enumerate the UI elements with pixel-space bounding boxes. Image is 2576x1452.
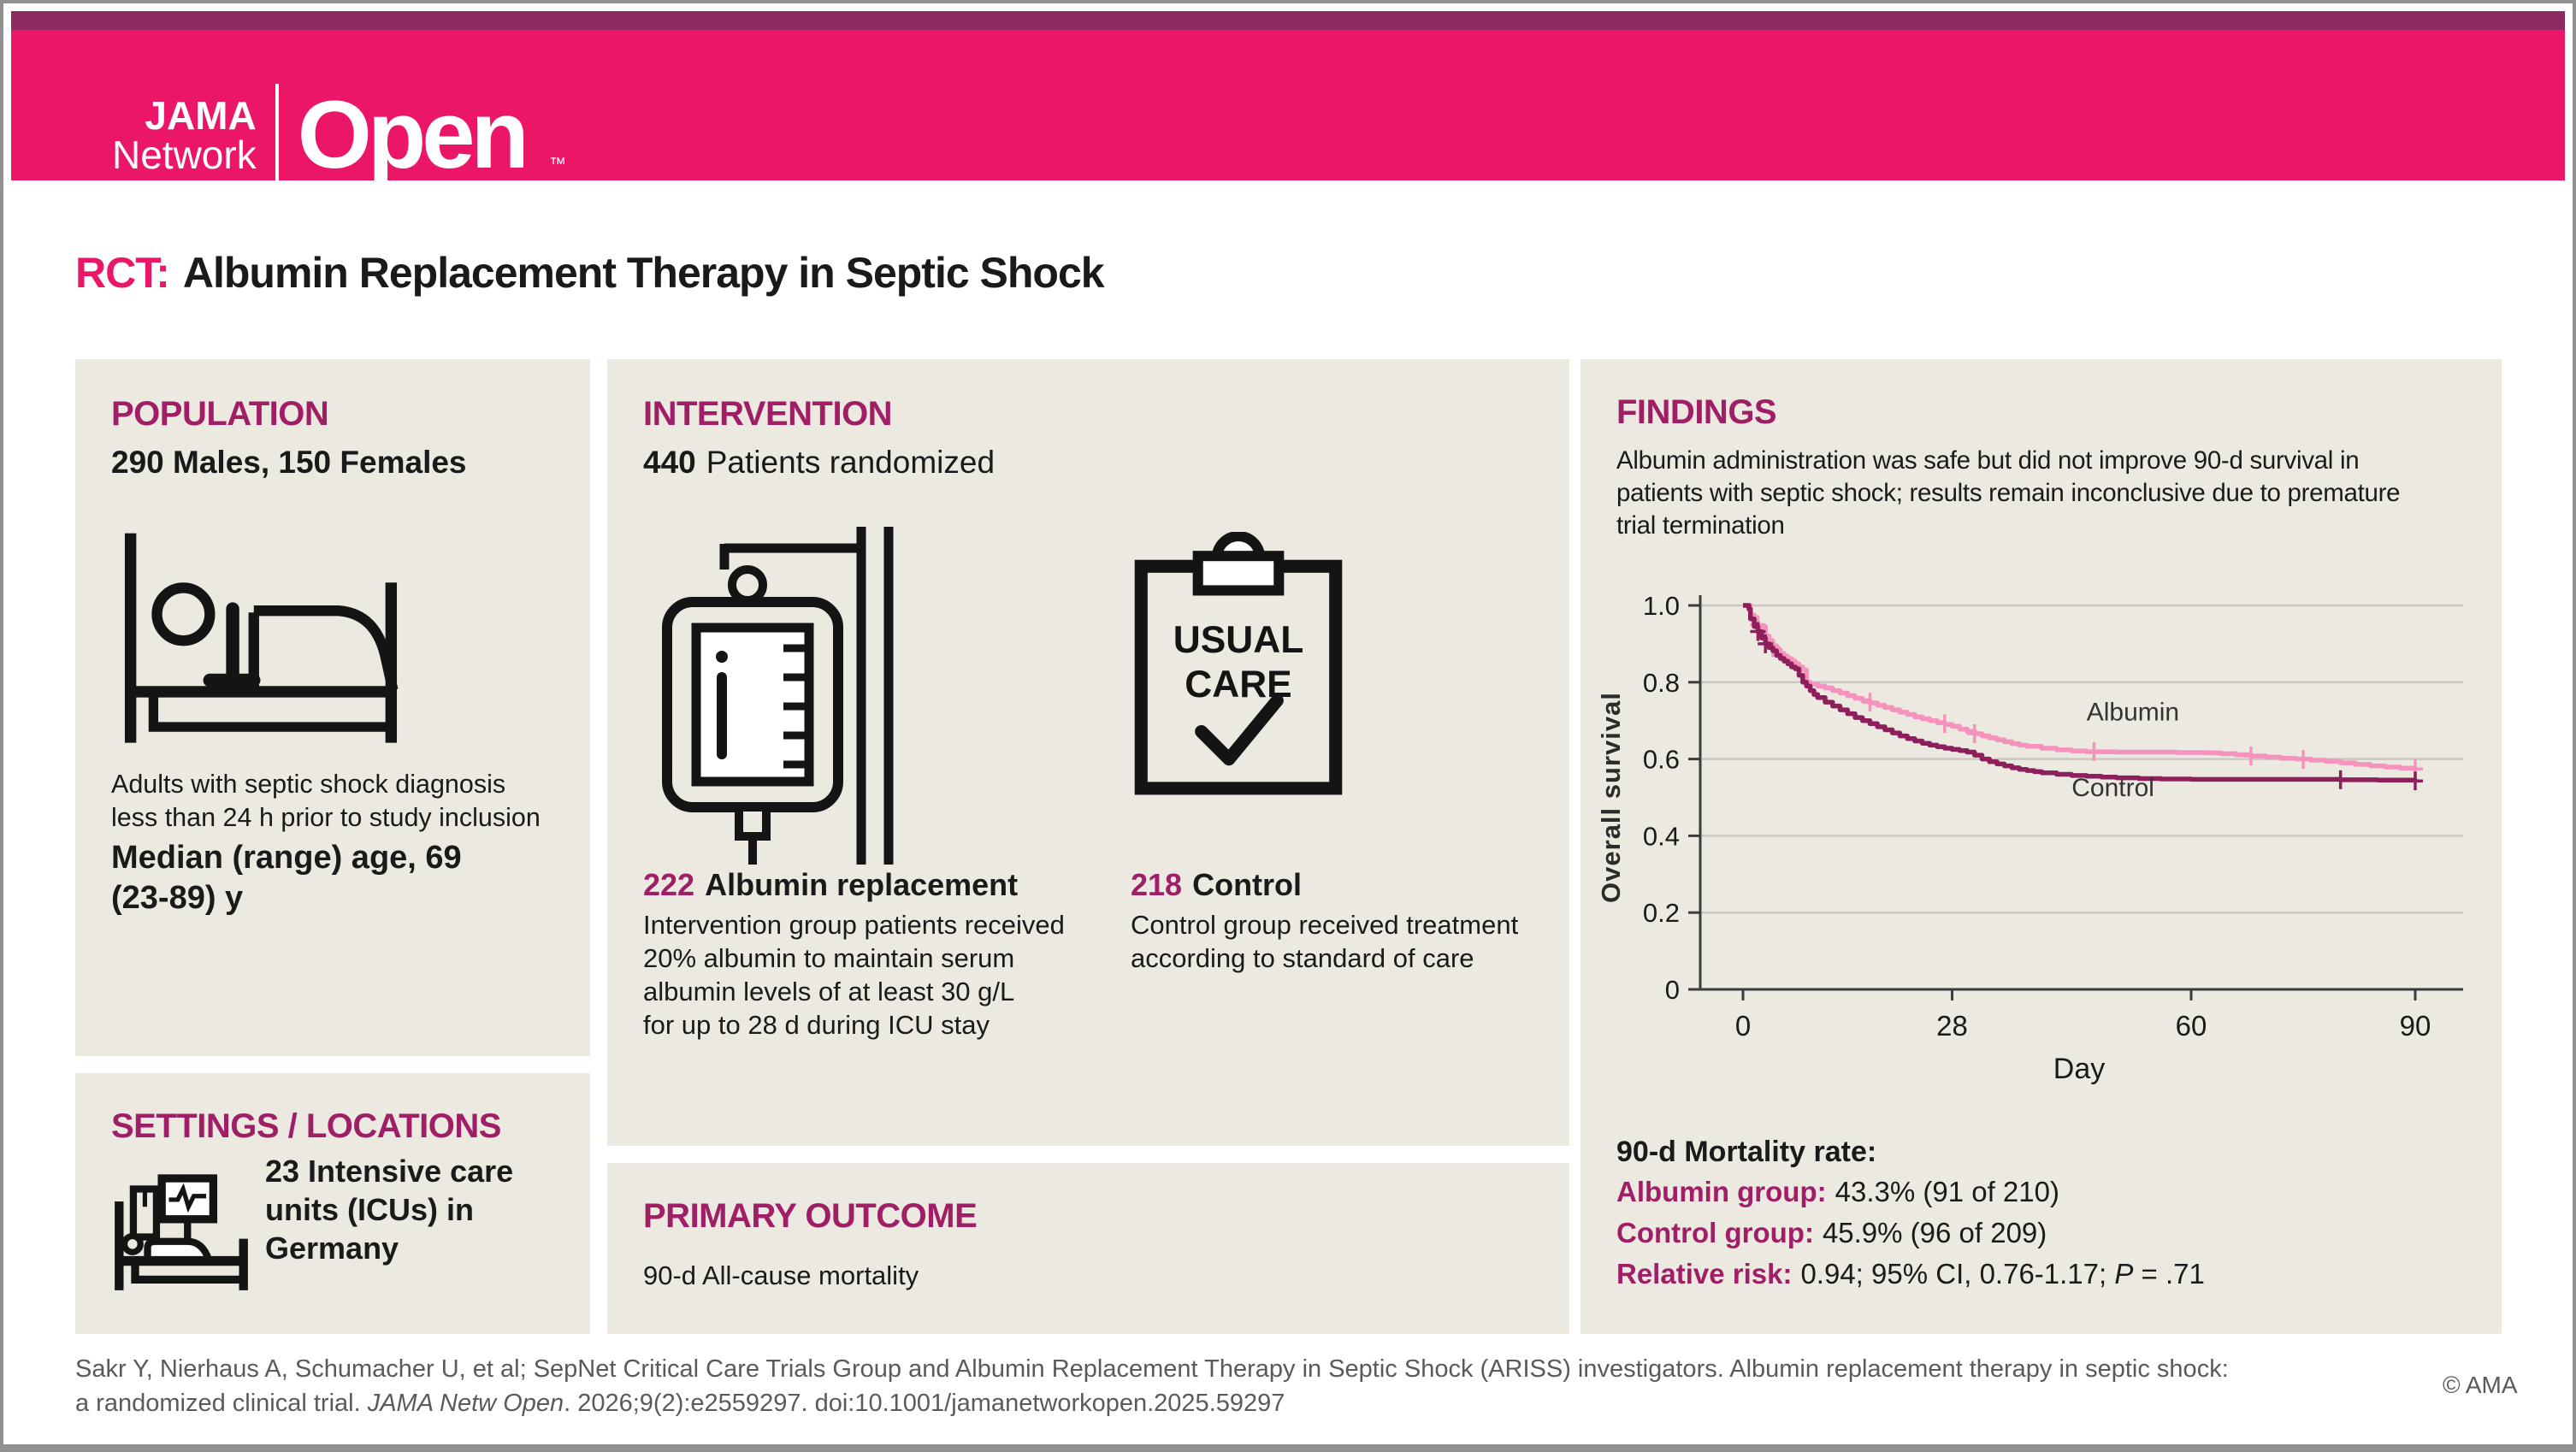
svg-text:60: 60 [2176,1010,2207,1042]
albumin-mortality-row: Albumin group: 43.3% (91 of 210) [1616,1176,2059,1208]
header-accent-strip [11,11,2565,30]
median-line2: (23-89) y [111,880,244,916]
albumin-mortality-label: Albumin group: [1616,1176,1827,1207]
svg-text:1.0: 1.0 [1643,591,1680,621]
findings-panel: FINDINGS Albumin administration was safe… [1580,359,2502,1334]
settings-heading: SETTINGS / LOCATIONS [111,1107,501,1145]
albumin-mortality-value: 43.3% (91 of 210) [1835,1176,2059,1207]
albumin-desc-line2: 20% albumin to maintain serum [643,943,1015,973]
svg-text:Day: Day [2053,1053,2105,1085]
logo-jama-text: JAMA [145,93,257,138]
svg-text:0: 0 [1665,975,1680,1005]
patient-in-bed-icon [124,533,399,743]
settings-line1: 23 Intensive care [265,1154,514,1189]
control-count: 218 [1131,867,1183,902]
primary-outcome-panel: PRIMARY OUTCOME 90-d All-cause mortality [607,1163,1569,1334]
population-desc-line1: Adults with septic shock diagnosis [111,770,506,799]
ama-copyright: © AMA [2443,1372,2518,1398]
svg-text:0.6: 0.6 [1643,745,1680,775]
citation-line2: a randomized clinical trial. JAMA Netw O… [75,1390,1285,1418]
jama-network-open-logo: JAMA Network Open ™ [112,79,566,192]
randomized-count: 440 Patients randomized [643,445,995,481]
control-mortality-value: 45.9% (96 of 209) [1822,1217,2047,1248]
citation-line1: Sakr Y, Nierhaus A, Schumacher U, et al;… [75,1355,2229,1383]
svg-text:0: 0 [1735,1010,1751,1042]
population-description: Adults with septic shock diagnosis less … [111,768,541,835]
iv-bag-icon [662,527,894,865]
settings-text: 23 Intensive care units (ICUs) in German… [265,1152,513,1267]
logo-jama-network: JAMA Network [112,96,257,174]
svg-text:Control: Control [2071,774,2154,802]
findings-summary-line3: trial termination [1616,511,1785,540]
control-label: Control [1192,867,1303,902]
svg-text:0.8: 0.8 [1643,668,1680,698]
primary-outcome-heading: PRIMARY OUTCOME [643,1197,978,1235]
clipboard-usual-text: USUAL [1173,619,1303,661]
p-symbol: P [2114,1258,2134,1290]
findings-heading: FINDINGS [1616,393,1777,431]
mortality-rate-heading: 90-d Mortality rate: [1616,1136,1877,1168]
svg-text:0.2: 0.2 [1643,898,1680,928]
page-title: RCT: Albumin Replacement Therapy in Septi… [75,248,1105,298]
albumin-desc-line1: Intervention group patients received [643,910,1065,940]
population-panel: POPULATION 290 Males, 150 Females Adults… [75,359,590,1056]
control-desc-line1: Control group received treatment [1131,910,1519,940]
albumin-desc-line4: for up to 28 d during ICU stay [643,1010,990,1040]
svg-text:Overall survival: Overall survival [1596,692,1626,903]
control-group-label: 218 Control [1131,867,1302,903]
header-band: JAMA Network Open ™ [11,30,2565,186]
logo-open-text: Open [297,81,529,188]
population-median-age: Median (range) age, 69 (23-89) y [111,838,462,918]
control-desc-line2: according to standard of care [1131,943,1474,973]
population-subtitle: 290 Males, 150 Females [111,445,467,480]
p-value: = .71 [2133,1258,2205,1290]
findings-summary: Albumin administration was safe but did … [1616,445,2401,542]
title-prefix: RCT: [75,249,170,297]
svg-text:90: 90 [2400,1010,2431,1042]
findings-summary-line2: patients with septic shock; results rema… [1616,479,2401,507]
albumin-count: 222 [643,867,695,902]
albumin-description: Intervention group patients received 20%… [643,908,1065,1042]
icu-bed-monitor-icon [115,1174,248,1290]
findings-summary-line1: Albumin administration was safe but did … [1616,446,2360,475]
citation-journal: JAMA Netw Open [367,1390,564,1417]
logo-trademark: ™ [548,155,566,174]
relative-risk-value: 0.94; 95% CI, 0.76-1.17; [1800,1258,2115,1290]
settings-line3: Germany [265,1231,399,1266]
svg-text:Albumin: Albumin [2087,699,2179,727]
control-mortality-label: Control group: [1616,1217,1814,1248]
title-text: Albumin Replacement Therapy in Septic Sh… [182,249,1105,297]
relative-risk-row: Relative risk: 0.94; 95% CI, 0.76-1.17; P… [1616,1258,2205,1290]
albumin-label: Albumin replacement [705,867,1019,902]
settings-line2: units (ICUs) in [265,1192,474,1227]
svg-text:28: 28 [1936,1010,1968,1042]
citation-line2-suffix: . 2026;9(2):e2559297. doi:10.1001/jamane… [564,1390,1285,1417]
settings-panel: SETTINGS / LOCATIONS 23 Intensive care u… [75,1073,590,1334]
logo-divider [275,84,279,186]
albumin-desc-line3: albumin levels of at least 30 g/L [643,977,1015,1006]
albumin-group-label: 222 Albumin replacement [643,867,1018,903]
km-survival-chart: 0 0.2 0.4 0.6 0.8 1.0 0 28 60 90 Day Overall surviv… [1596,591,2463,1085]
randomized-count-number: 440 [643,445,696,480]
logo-network-text: Network [112,133,257,177]
intervention-panel: INTERVENTION 440 Patients randomized [607,359,1569,1146]
population-desc-line2: less than 24 h prior to study inclusion [111,803,541,832]
relative-risk-label: Relative risk: [1616,1258,1793,1290]
usual-care-clipboard-icon: USUAL CARE [1134,532,1343,795]
control-mortality-row: Control group: 45.9% (96 of 209) [1616,1217,2047,1249]
primary-outcome-text: 90-d All-cause mortality [643,1260,919,1290]
checkmark-icon [1195,694,1284,766]
control-description: Control group received treatment accordi… [1131,908,1518,975]
randomized-count-label: Patients randomized [706,445,996,480]
population-heading: POPULATION [111,395,329,433]
intervention-heading: INTERVENTION [643,395,893,433]
median-line1: Median (range) age, 69 [111,840,462,876]
citation-line2-prefix: a randomized clinical trial. [75,1390,368,1417]
svg-text:0.4: 0.4 [1643,821,1680,851]
